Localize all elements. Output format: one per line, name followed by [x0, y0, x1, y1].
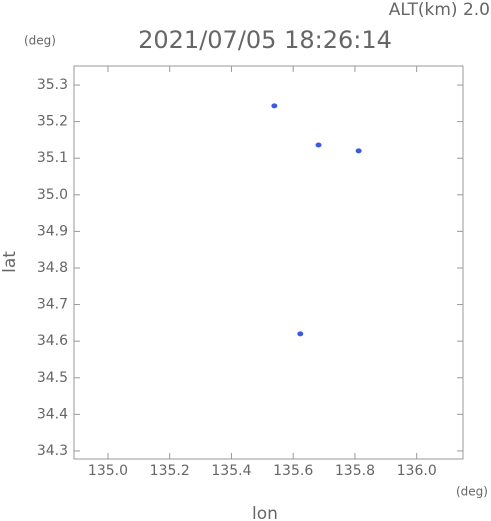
- x-tick-label: 135.8: [335, 463, 375, 479]
- plot-frame: [73, 65, 464, 460]
- y-tick-label: 34.6: [37, 333, 68, 349]
- y-tick-label: 35.1: [37, 150, 68, 166]
- y-tick-label: 35.2: [37, 114, 68, 130]
- point: [355, 148, 362, 154]
- chart-title: 2021/07/05 18:26:14: [138, 26, 392, 54]
- x-tick-label: 135.2: [150, 463, 190, 479]
- y-tick-label: 34.4: [37, 406, 68, 422]
- x-tick-label: 135.0: [88, 463, 128, 479]
- point: [315, 142, 322, 148]
- y-tick-label: 34.5: [37, 370, 68, 386]
- x-tick-label: 135.6: [273, 463, 313, 479]
- subtitle: ALT(km) 2.0: [389, 0, 490, 20]
- y-axis-label: lat: [0, 251, 20, 273]
- y-unit: (deg): [24, 34, 56, 48]
- x-axis-label: lon: [252, 504, 278, 521]
- x-unit: (deg): [456, 485, 488, 499]
- y-tick-label: 35.0: [37, 187, 68, 203]
- x-tick-label: 135.4: [211, 463, 251, 479]
- y-tick-label: 34.9: [37, 223, 68, 239]
- y-tick-label: 34.8: [37, 260, 68, 276]
- point: [271, 103, 278, 109]
- y-tick-label: 34.3: [37, 443, 68, 459]
- point: [297, 331, 304, 337]
- x-tick-label: 136.0: [397, 463, 437, 479]
- y-tick-label: 34.7: [37, 297, 68, 313]
- y-tick-label: 35.3: [37, 77, 68, 93]
